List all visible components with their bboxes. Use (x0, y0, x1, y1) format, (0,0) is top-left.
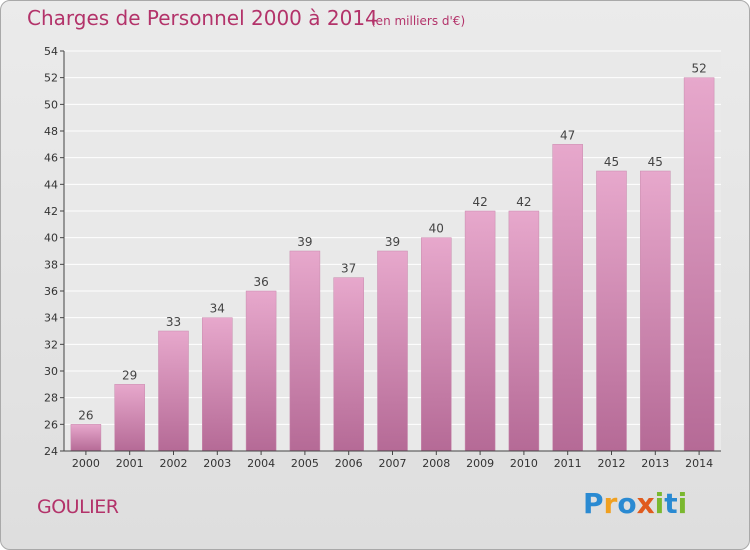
x-tick-label: 2003 (203, 457, 231, 470)
y-tick-label: 40 (44, 232, 58, 245)
bar (596, 170, 627, 452)
bar (508, 210, 540, 452)
data-label: 29 (122, 368, 137, 382)
bar (464, 210, 496, 452)
logo-letter: i (654, 487, 665, 520)
data-label: 47 (560, 128, 575, 142)
bar (421, 237, 452, 452)
commune-name: GOULIER (37, 496, 119, 518)
y-tick-label: 54 (44, 45, 58, 58)
data-label: 40 (429, 222, 444, 236)
labels: 24 26 28 30 32 34 36 38 40 42 44 46 48 50 52 54 2000 26 20… (44, 45, 713, 470)
x-tick-label: 2008 (422, 457, 450, 470)
axes (60, 50, 721, 455)
x-tick-label: 2002 (160, 457, 188, 470)
x-tick-label: 2009 (466, 457, 494, 470)
y-tick-label: 46 (44, 152, 58, 165)
y-tick-label: 28 (44, 392, 58, 405)
bar (114, 384, 145, 452)
bar (158, 330, 189, 452)
chart-title: Charges de Personnel 2000 à 2014 (27, 6, 378, 30)
y-tick-label: 32 (44, 338, 58, 351)
x-tick-label: 2004 (247, 457, 275, 470)
y-tick-label: 26 (44, 418, 58, 431)
data-label: 39 (297, 235, 312, 249)
x-tick-label: 2007 (379, 457, 407, 470)
y-tick-label: 24 (44, 445, 58, 458)
bars (70, 77, 715, 452)
y-tick-label: 48 (44, 125, 58, 138)
bar (640, 170, 671, 452)
bar (377, 250, 408, 452)
data-label: 33 (166, 315, 181, 329)
data-label: 45 (604, 155, 619, 169)
bar (683, 77, 715, 452)
data-label: 45 (648, 155, 663, 169)
x-tick-label: 2014 (685, 457, 713, 470)
logo-letter: r (603, 487, 618, 520)
x-tick-label: 2006 (335, 457, 363, 470)
y-tick-label: 36 (44, 285, 58, 298)
y-tick-label: 50 (44, 98, 58, 111)
logo-letter: i (677, 487, 688, 520)
y-tick-label: 52 (44, 72, 58, 85)
x-tick-label: 2005 (291, 457, 319, 470)
x-tick-label: 2013 (641, 457, 669, 470)
data-label: 42 (516, 195, 531, 209)
y-tick-label: 42 (44, 205, 58, 218)
x-tick-label: 2011 (554, 457, 582, 470)
proxiti-logo: Proxiti (583, 487, 687, 520)
bar (552, 144, 583, 452)
y-tick-label: 44 (44, 178, 58, 191)
bar (70, 424, 102, 452)
data-label: 42 (472, 195, 487, 209)
data-label: 37 (341, 262, 356, 276)
y-tick-label: 30 (44, 365, 58, 378)
unit-note: (en milliers d'€) (371, 14, 466, 28)
data-label: 34 (210, 302, 225, 316)
data-label: 39 (385, 235, 400, 249)
data-label: 52 (691, 62, 706, 76)
logo-letter: P (583, 487, 604, 520)
x-tick-label: 2001 (116, 457, 144, 470)
bar (202, 317, 233, 452)
bar (289, 250, 321, 452)
logo-letter: o (617, 487, 637, 520)
bar (245, 290, 277, 452)
logo-letter: x (636, 487, 655, 520)
x-tick-label: 2000 (72, 457, 100, 470)
x-tick-label: 2010 (510, 457, 538, 470)
data-label: 36 (253, 275, 268, 289)
logo-letter: t (664, 487, 678, 520)
bar (333, 277, 364, 452)
x-tick-label: 2012 (598, 457, 626, 470)
data-label: 26 (78, 408, 93, 422)
y-tick-label: 34 (44, 312, 58, 325)
y-tick-label: 38 (44, 258, 58, 271)
